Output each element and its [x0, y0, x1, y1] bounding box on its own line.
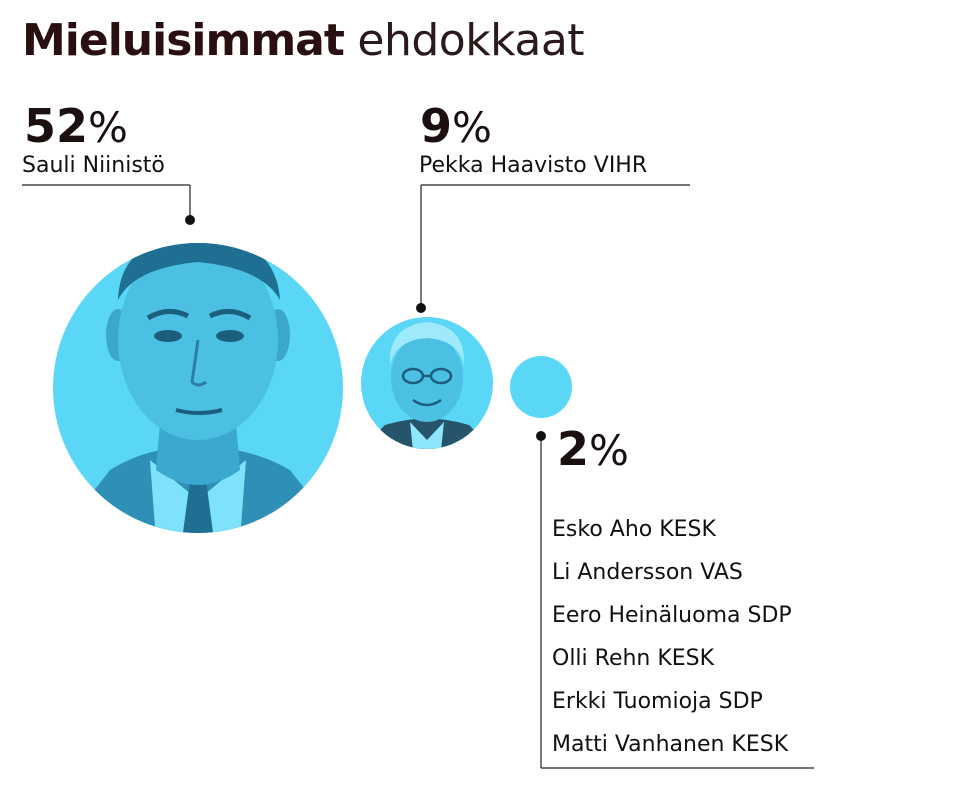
value-number-others: 2: [557, 422, 589, 476]
candidate-name-niinisto: Sauli Niinistö: [22, 153, 165, 178]
candidate-name-aho: Esko Aho KESK: [552, 517, 717, 542]
value-unit-haavisto: %: [452, 103, 492, 152]
leader-others: [536, 431, 814, 769]
candidate-name-andersson: Li Andersson VAS: [552, 560, 743, 585]
candidate-name-tuomioja: Erkki Tuomioja SDP: [552, 689, 763, 714]
bubble-others: [510, 356, 572, 418]
leader-haavisto: [416, 184, 690, 313]
value-unit-niinisto: %: [88, 103, 128, 152]
candidate-name-heinaluoma: Eero Heinäluoma SDP: [552, 603, 792, 628]
value-number-haavisto: 9: [420, 99, 452, 153]
candidate-name-rehn: Olli Rehn KESK: [552, 646, 715, 671]
portrait-haavisto-icon: [361, 322, 493, 449]
bubble-haavisto: [361, 317, 493, 449]
page-title: Mieluisimmat ehdokkaat: [22, 12, 585, 70]
value-number-niinisto: 52: [24, 99, 88, 153]
value-label-niinisto: 52%: [24, 99, 128, 153]
title-bold-part: Mieluisimmat: [22, 15, 345, 66]
value-label-others: 2%: [557, 422, 629, 476]
title-light-part: ehdokkaat: [357, 15, 585, 66]
candidate-name-vanhanen: Matti Vanhanen KESK: [552, 732, 789, 757]
bubble-niinisto: [53, 243, 343, 533]
value-unit-others: %: [589, 426, 629, 475]
leader-niinisto: [22, 184, 195, 225]
value-label-haavisto: 9%: [420, 99, 492, 153]
candidate-list-others: Esko Aho KESK Li Andersson VAS Eero Hein…: [552, 517, 792, 757]
bubble-circle-others: [510, 356, 572, 418]
candidate-name-haavisto: Pekka Haavisto VIHR: [419, 153, 647, 178]
